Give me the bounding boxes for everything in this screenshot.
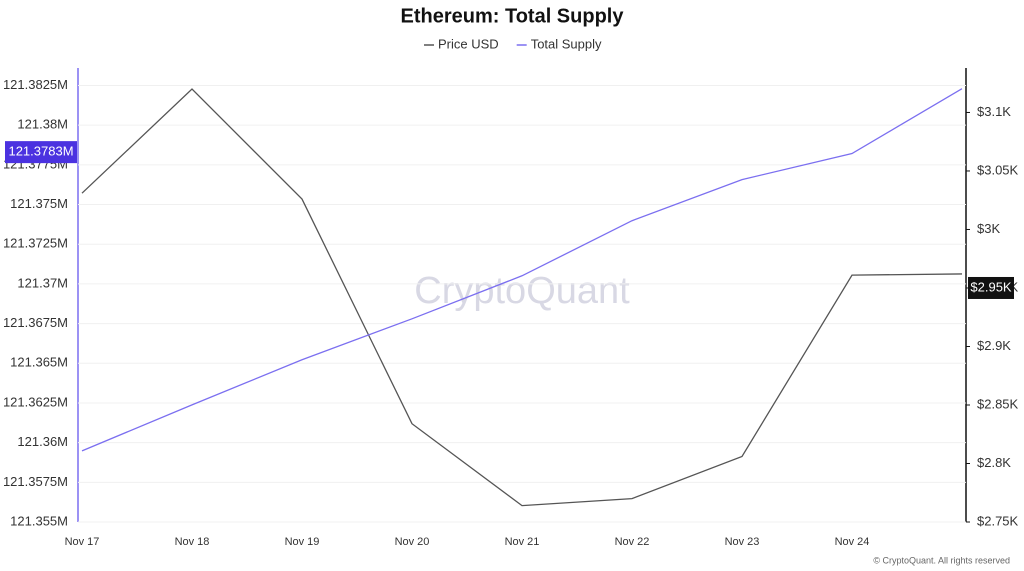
y-tick-label: 121.38M [17,117,68,132]
y2-tick-label: $2.9K [977,338,1011,353]
x-tick-label: Nov 20 [395,536,430,548]
x-tick-label: Nov 17 [65,536,100,548]
y-tick-label: 121.3575M [3,474,68,489]
x-tick-label: Nov 18 [175,536,210,548]
y2-tick-label: $3.1K [977,104,1011,119]
y2-tick-label: $3K [977,221,1000,236]
y-tick-label: 121.37M [17,275,68,290]
x-tick-label: Nov 21 [505,536,540,548]
y-tick-label: 121.375M [10,196,68,211]
chart-title: Ethereum: Total Supply [401,5,625,27]
y2-tick-label: $2.85K [977,396,1019,411]
y-tick-label: 121.3825M [3,77,68,92]
x-tick-label: Nov 24 [835,536,870,548]
current-value-label: $2.95K [970,279,1012,294]
footer: © CryptoQuant. All rights reserved [873,555,1010,565]
series-line [81,88,963,507]
series-line [81,88,963,452]
current-value-box [968,276,1014,299]
current-value-box [5,141,77,164]
y-tick-label: 121.3675M [3,315,68,330]
y-tick-label: 121.365M [10,355,68,370]
y-tick-label: 121.36M [17,434,68,449]
x-tick-label: Nov 23 [725,536,760,548]
watermark: CryptoQuant [414,270,630,312]
legend-label: Price USD [438,36,499,51]
x-tick-label: Nov 19 [285,536,320,548]
y2-tick-label: $3.05K [977,162,1019,177]
current-value-label: 121.3783M [8,144,73,159]
y2-tick-label: $2.75K [977,513,1019,528]
legend-label: Total Supply [531,36,602,51]
x-tick-label: Nov 22 [615,536,650,548]
y-tick-label: 121.3625M [3,394,68,409]
y-tick-label: 121.355M [10,513,68,528]
y-tick-label: 121.3725M [3,236,68,251]
y2-tick-label: $2.8K [977,455,1011,470]
